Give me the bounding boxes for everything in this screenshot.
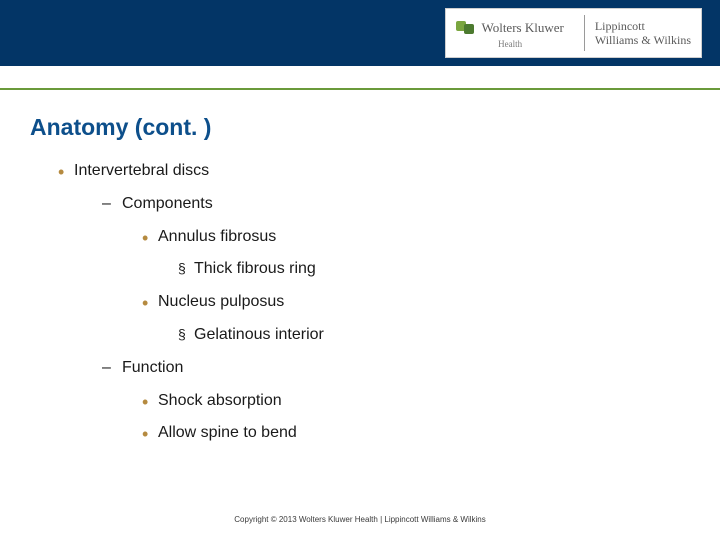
list-item: Annulus fibrosus: [30, 227, 690, 248]
wk-icon: [456, 18, 476, 38]
publisher-logo: Wolters Kluwer Health Lippincott William…: [445, 8, 702, 58]
header-bar: Wolters Kluwer Health Lippincott William…: [0, 0, 720, 66]
list-item: Thick fibrous ring: [30, 259, 690, 280]
logo-divider: [584, 15, 585, 51]
list-item: Shock absorption: [30, 391, 690, 412]
logo-wolters-kluwer: Wolters Kluwer Health: [456, 18, 573, 49]
slide-title: Anatomy (cont. ): [30, 114, 690, 141]
list-item: Nucleus pulposus: [30, 292, 690, 313]
logo-lww-line2: Williams & Wilkins: [595, 33, 691, 47]
outline-list: Intervertebral discs Components Annulus …: [30, 161, 690, 444]
slide-content: Anatomy (cont. ) Intervertebral discs Co…: [0, 90, 720, 444]
list-item: Intervertebral discs: [30, 161, 690, 182]
logo-lippincott: Lippincott Williams & Wilkins: [595, 19, 691, 48]
logo-wk-text: Wolters Kluwer: [481, 20, 563, 36]
list-item: Allow spine to bend: [30, 423, 690, 444]
list-item: Components: [30, 194, 690, 215]
list-item: Function: [30, 358, 690, 379]
list-item: Gelatinous interior: [30, 325, 690, 346]
copyright-text: Copyright © 2013 Wolters Kluwer Health |…: [0, 515, 720, 524]
logo-health-text: Health: [498, 39, 522, 49]
logo-lww-line1: Lippincott: [595, 19, 691, 33]
